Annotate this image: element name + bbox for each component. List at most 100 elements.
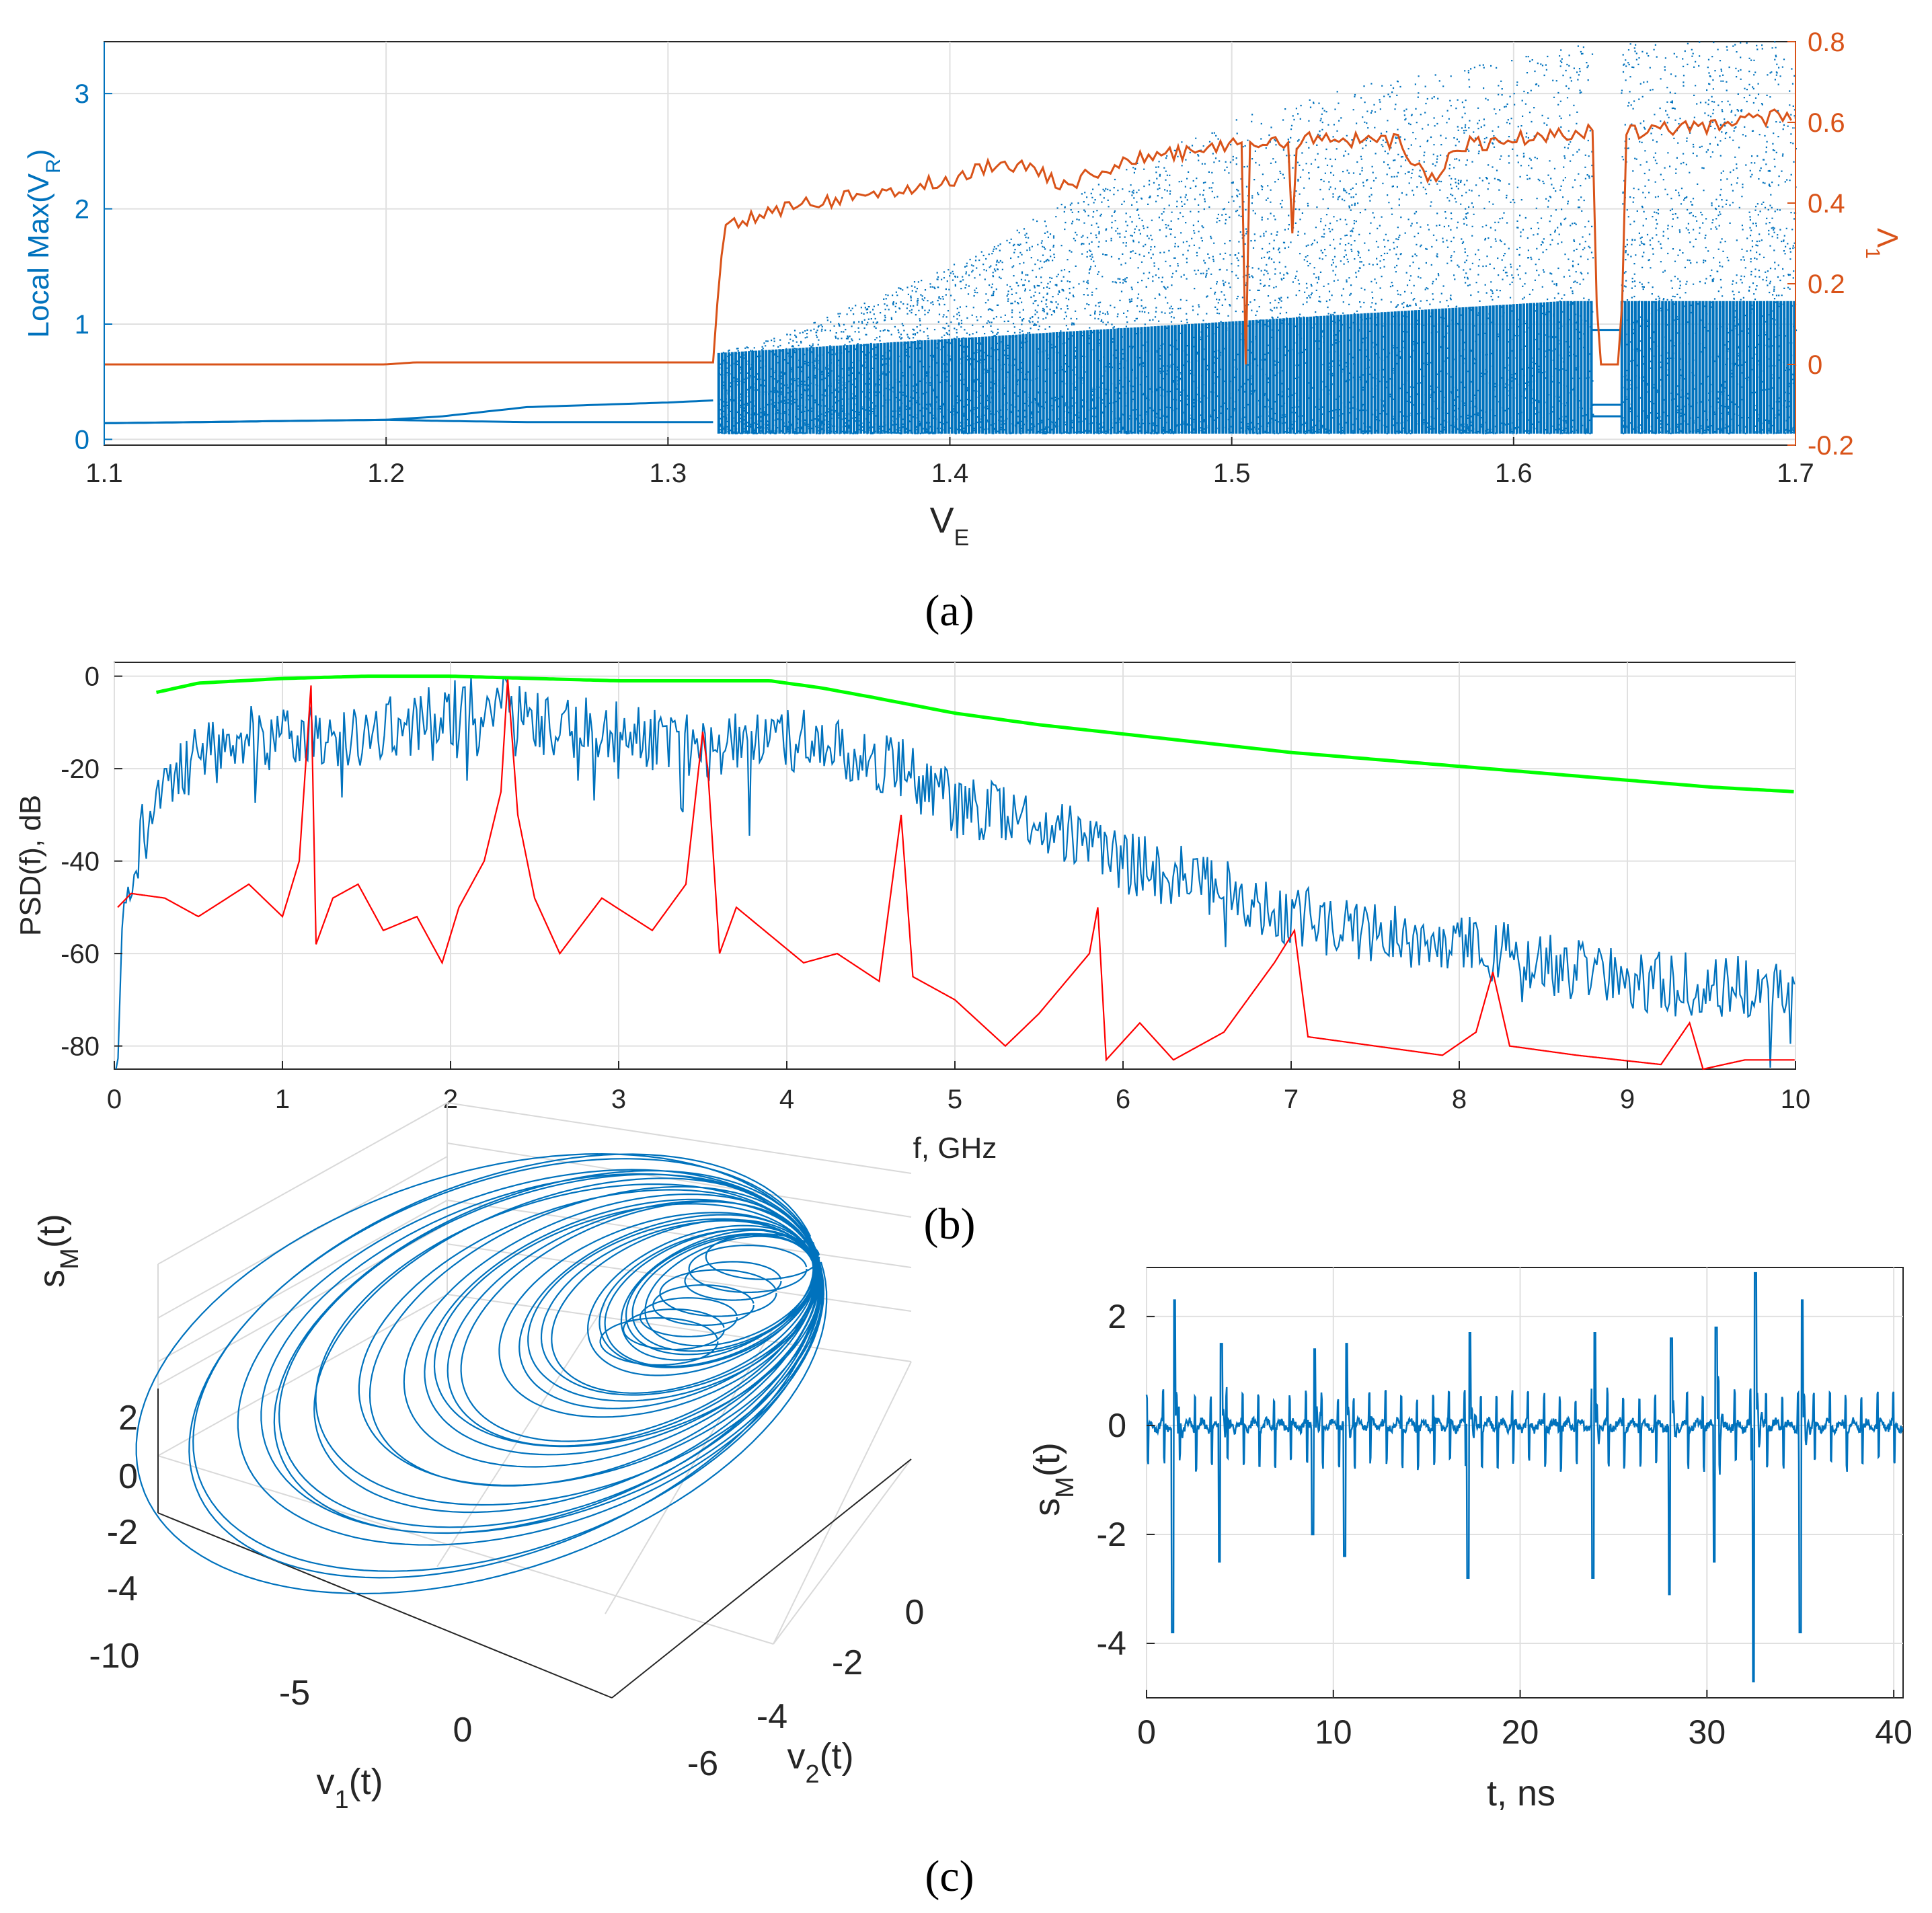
y-tick-label: -6 (687, 1744, 718, 1783)
x-tick-label: 1.7 (1777, 459, 1814, 488)
box-gridline (773, 1458, 912, 1645)
chaotic-spectrum-line (115, 676, 1795, 1070)
y-tick-label: 0 (1108, 1407, 1126, 1444)
x-tick-label: 20 (1502, 1713, 1539, 1751)
panel-c-time-y-ticks: 2 0 -2 -4 (1097, 1298, 1155, 1662)
x-tick-label: 1.3 (650, 459, 687, 488)
z-tick-label: 0 (118, 1457, 138, 1496)
panel-a-subcaption: (a) (925, 586, 974, 635)
x-tick-label: 10 (1315, 1713, 1352, 1751)
panel-c-time-series-line (1145, 1272, 1904, 1682)
y-tick-label: 0 (905, 1593, 925, 1632)
panel-a-series (104, 108, 1793, 424)
y-tick-label: -4 (757, 1697, 787, 1736)
z-tick-label: -2 (107, 1513, 138, 1552)
panel-c-time-x-axis-label: t, ns (1487, 1773, 1555, 1813)
periodic-spectrum-line (117, 678, 1795, 1070)
panel-b-x-ticks: 0 1 2 3 4 5 6 7 8 9 10 (107, 1061, 1810, 1114)
panel-b-x-axis-label: f, GHz (913, 1132, 997, 1165)
y-tick-label: 2 (75, 195, 89, 225)
z-tick-label: 2 (118, 1399, 138, 1438)
y-tick-label: -4 (1097, 1625, 1126, 1662)
panel-a-x-ticks: 1.1 1.2 1.3 1.4 1.5 1.6 1.7 (85, 437, 1814, 488)
panel-b-subcaption: (b) (924, 1200, 976, 1249)
y-tick-label: -40 (61, 847, 100, 877)
box-gridline (157, 1102, 448, 1265)
panel-c-3d-z-axis-label: sM(t) (32, 1214, 84, 1288)
x-tick-label: 1.6 (1495, 459, 1533, 488)
y-tick-label: 0 (75, 425, 89, 455)
x-tick-label: 1 (275, 1085, 290, 1114)
panel-c-subcaption: (c) (925, 1852, 974, 1901)
y-axis-line (611, 1458, 912, 1699)
x-axis-line (157, 1512, 613, 1699)
panel-b-psd-chart: 0 1 2 3 4 5 6 7 8 9 10 0 -20 -40 -60 -80 f, GHz PSD(f)… (14, 662, 1810, 1249)
x-tick-label: 3 (611, 1085, 626, 1114)
y-tick-label: 2 (1108, 1298, 1126, 1335)
panel-a-y2-ticks: -0.2 0 0.2 0.4 0.6 0.8 (1787, 28, 1854, 461)
x-tick-label: 1.2 (367, 459, 405, 488)
panel-c-3d-x-axis-label: v1(t) (316, 1762, 383, 1814)
x-tick-label: -10 (89, 1637, 139, 1676)
y-tick-label: -2 (832, 1643, 863, 1682)
box-gridline (447, 1102, 912, 1174)
x-tick-label: 9 (1620, 1085, 1635, 1114)
chaotic-scatter-points (718, 41, 1798, 434)
x-tick-label: 30 (1689, 1713, 1726, 1751)
x-tick-label: 1.1 (85, 459, 123, 488)
box-gridline (157, 1200, 448, 1362)
signal-line (1145, 1272, 1904, 1682)
panel-c-3d-trajectory (135, 1153, 828, 1595)
x-tick-label: -5 (279, 1674, 310, 1713)
panel-b-y-ticks: 0 -20 -40 -60 -80 (61, 662, 122, 1062)
y2-tick-label: 0.2 (1808, 270, 1845, 299)
panel-b-gridlines (114, 662, 1796, 1069)
box-gridline (157, 1455, 774, 1645)
box-gridline (157, 1294, 448, 1456)
x-tick-label: 5 (948, 1085, 962, 1114)
panel-c-time-y-axis-label: sM(t) (1027, 1442, 1079, 1516)
panel-a-bifurcation-chart: 1.1 1.2 1.3 1.4 1.5 1.6 1.7 0 1 2 3 -0.2 0 0.2 0.4 0.… (22, 28, 1904, 635)
y-tick-label: 3 (75, 79, 89, 109)
y2-tick-label: 0.6 (1808, 108, 1845, 138)
y-tick-label: -80 (61, 1032, 100, 1062)
panel-c-time-plot-area (1146, 1267, 1904, 1699)
x-tick-label: 40 (1875, 1713, 1912, 1751)
y-tick-label: -2 (1097, 1516, 1126, 1553)
panel-c-3d-ticks: 2 0 -2 -4 -10 -5 0 0 -2 -4 -6 (89, 1399, 924, 1783)
panel-a-y-axis-label: Local Max(VR) (22, 149, 65, 338)
phase-trajectory-line (135, 1153, 828, 1595)
x-tick-label: 1.5 (1213, 459, 1251, 488)
panel-a-y-ticks: 0 1 2 3 (75, 42, 112, 455)
panel-c-time-x-ticks: 0 10 20 30 40 (1137, 1690, 1912, 1751)
x-tick-label: 4 (779, 1085, 794, 1114)
y2-tick-label: 0.8 (1808, 28, 1845, 57)
y2-tick-label: -0.2 (1808, 431, 1854, 461)
panel-a-y2-axis-label: Λ1 (1862, 228, 1904, 259)
y-tick-label: -20 (61, 754, 100, 784)
x-tick-label: 6 (1116, 1085, 1130, 1114)
panel-a-x-axis-label: VE (930, 500, 970, 551)
panel-b-series (115, 674, 1795, 1070)
panel-c-3d-y-axis-label: v2(t) (787, 1736, 853, 1789)
box-gridline (447, 1243, 912, 1312)
y-tick-label: -60 (61, 939, 100, 969)
lyapunov-exponent-line (104, 108, 1793, 366)
y2-tick-label: 0 (1808, 350, 1822, 380)
panel-c-time-series: 0 10 20 30 40 2 0 -2 -4 t, ns sM(t) (1027, 1267, 1912, 1813)
z-tick-label: -4 (107, 1569, 138, 1608)
x-tick-label: 0 (107, 1085, 122, 1114)
panel-c-3d-box (157, 1102, 912, 1699)
box-gridline (605, 1327, 774, 1614)
x-tick-label: 10 (1781, 1085, 1811, 1114)
y-tick-label: 0 (85, 662, 100, 692)
y2-tick-label: 0.4 (1808, 189, 1845, 219)
x-tick-label: 0 (453, 1711, 473, 1750)
y-tick-label: 1 (75, 310, 89, 340)
x-tick-label: 2 (443, 1085, 458, 1114)
branch-lower-line (104, 418, 713, 424)
box-gridline (447, 1294, 912, 1362)
filter-response-line (155, 674, 1794, 793)
box-gridline (447, 1200, 912, 1268)
